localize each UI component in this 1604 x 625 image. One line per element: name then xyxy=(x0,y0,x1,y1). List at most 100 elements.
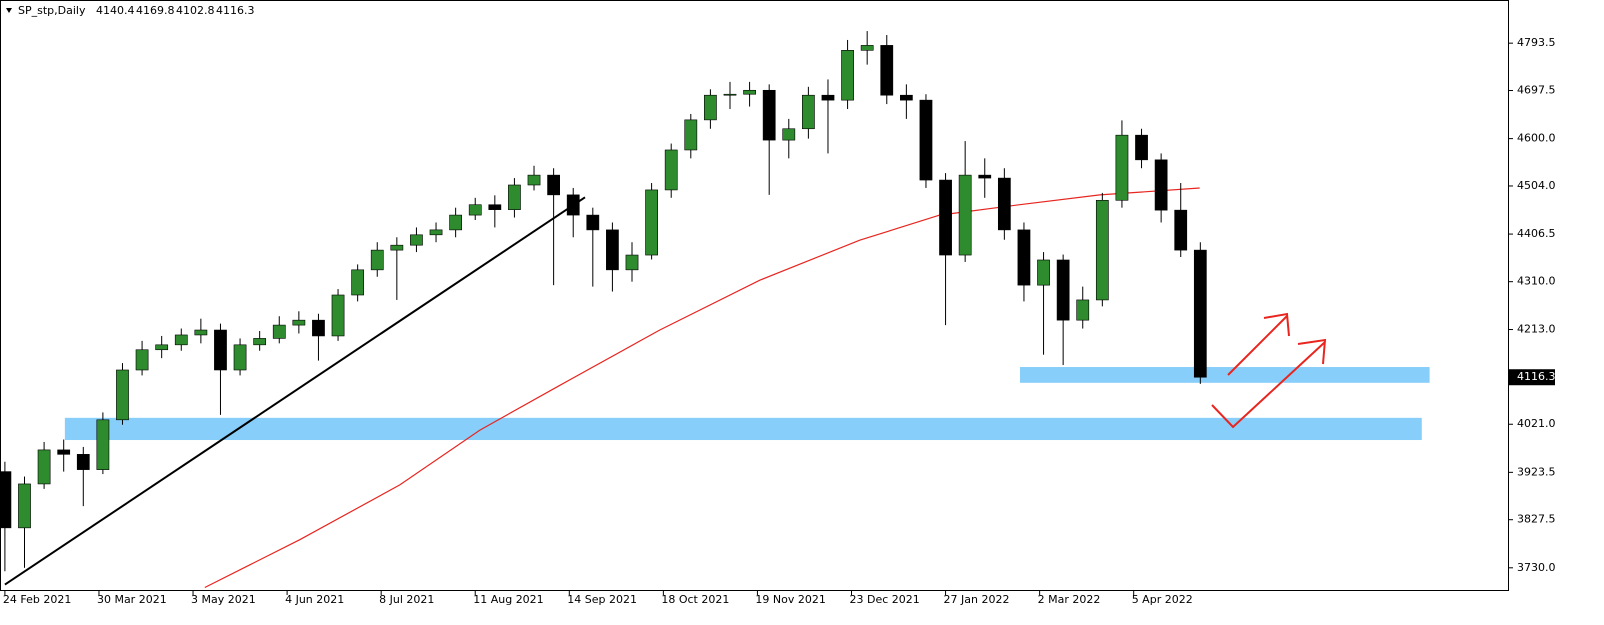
x-tick-label: 11 Aug 2021 xyxy=(473,593,543,606)
candle-body xyxy=(18,483,31,529)
y-tick-label: 3730.0 xyxy=(1517,561,1556,574)
candle-body xyxy=(1017,229,1031,286)
candle-body xyxy=(272,324,286,339)
candle-body xyxy=(880,45,894,96)
moving-average xyxy=(204,187,1200,589)
candle-body xyxy=(684,119,698,151)
candle-body xyxy=(978,174,992,179)
chart-title: SP_stp,Daily xyxy=(18,4,86,17)
candle-body xyxy=(57,449,71,455)
candle-body xyxy=(919,99,933,181)
candle-body xyxy=(762,89,776,141)
candle-body xyxy=(625,254,639,271)
candle-body xyxy=(645,189,658,256)
candle-body xyxy=(174,334,188,346)
candle-body xyxy=(292,319,306,326)
y-tick-label: 4600.0 xyxy=(1517,132,1556,145)
candle-body xyxy=(1135,134,1148,161)
header-close: 4116.3 xyxy=(216,4,255,17)
candle-body xyxy=(390,244,404,251)
candle-body xyxy=(723,93,737,96)
candle-body xyxy=(135,349,149,371)
candle-body xyxy=(958,174,972,256)
y-tick-label: 3923.5 xyxy=(1517,465,1556,478)
candle-body xyxy=(939,179,952,256)
candle-body xyxy=(1174,209,1188,251)
y-tick-label: 4213.0 xyxy=(1517,323,1556,336)
candle-body xyxy=(743,89,756,95)
x-tick-label: 23 Dec 2021 xyxy=(849,593,919,606)
candle-body xyxy=(96,419,110,470)
candle-body xyxy=(351,269,365,296)
candle-body xyxy=(508,184,521,210)
y-tick-label: 4021.0 xyxy=(1517,417,1556,430)
candle-body xyxy=(449,214,463,231)
x-tick-label: 5 Apr 2022 xyxy=(1132,593,1193,606)
y-tick-label: 4697.5 xyxy=(1517,84,1556,97)
candle-body xyxy=(116,369,129,421)
last-price-badge xyxy=(1509,369,1555,386)
candle-body xyxy=(664,149,678,191)
plot-frame xyxy=(0,0,1509,591)
candle-body xyxy=(1095,199,1109,301)
candle-body xyxy=(0,471,12,529)
candle-body xyxy=(802,94,815,130)
y-tick-label: 4504.0 xyxy=(1517,179,1556,192)
y-tick-label: 3827.5 xyxy=(1517,513,1556,526)
candle-body xyxy=(821,94,835,101)
candle-body xyxy=(997,177,1011,231)
x-tick-label: 19 Nov 2021 xyxy=(755,593,825,606)
x-tick-label: 4 Jun 2021 xyxy=(285,593,344,606)
trend-line xyxy=(4,196,586,586)
last-price-label: 4116.3 xyxy=(1517,370,1556,383)
candle-body xyxy=(1115,134,1129,201)
candle-body xyxy=(488,204,502,210)
header-high: 4169.8 xyxy=(136,4,175,17)
candle-body xyxy=(312,319,325,337)
arrow xyxy=(1227,312,1290,376)
candle-body xyxy=(899,94,913,101)
candle-body xyxy=(233,344,247,371)
candle-body xyxy=(782,128,796,141)
candle-body xyxy=(586,214,600,231)
candle-body xyxy=(370,249,384,271)
candle-body xyxy=(155,344,169,351)
menu-triangle xyxy=(6,8,12,13)
candle-body xyxy=(214,329,227,371)
y-tick-label: 4406.5 xyxy=(1517,227,1556,240)
support-zone xyxy=(1020,367,1430,383)
candle-body xyxy=(468,204,482,216)
header-low: 4102.8 xyxy=(176,4,215,17)
x-tick-label: 27 Jan 2022 xyxy=(944,593,1010,606)
candle-body xyxy=(76,454,90,470)
header-open: 4140.4 xyxy=(96,4,135,17)
candle-body xyxy=(1056,259,1070,321)
candle-body xyxy=(253,338,267,346)
x-tick-label: 8 Jul 2021 xyxy=(379,593,434,606)
x-tick-label: 14 Sep 2021 xyxy=(567,593,637,606)
arrow xyxy=(1211,338,1327,429)
candle-body xyxy=(410,234,423,246)
candle-body xyxy=(1154,159,1168,211)
x-tick-label: 18 Oct 2021 xyxy=(661,593,729,606)
candle-body xyxy=(37,449,51,485)
y-tick-label: 4310.0 xyxy=(1517,275,1556,288)
x-tick-label: 2 Mar 2022 xyxy=(1038,593,1101,606)
candle-body xyxy=(429,229,443,236)
candle-body xyxy=(860,45,874,51)
x-tick-label: 3 May 2021 xyxy=(191,593,256,606)
candle-body xyxy=(704,94,717,121)
candle-body xyxy=(606,229,619,271)
candle-body xyxy=(527,174,541,186)
candle-body xyxy=(194,329,208,336)
x-tick-label: 30 Mar 2021 xyxy=(97,593,167,606)
y-tick-label: 4793.5 xyxy=(1517,36,1556,49)
support-zone xyxy=(64,417,1422,441)
candle-body xyxy=(1076,299,1090,321)
candle-body xyxy=(1193,249,1207,378)
candle-body xyxy=(841,50,854,101)
candle-body xyxy=(566,194,580,216)
x-tick-label: 24 Feb 2021 xyxy=(3,593,71,606)
candle-body xyxy=(1037,259,1050,286)
